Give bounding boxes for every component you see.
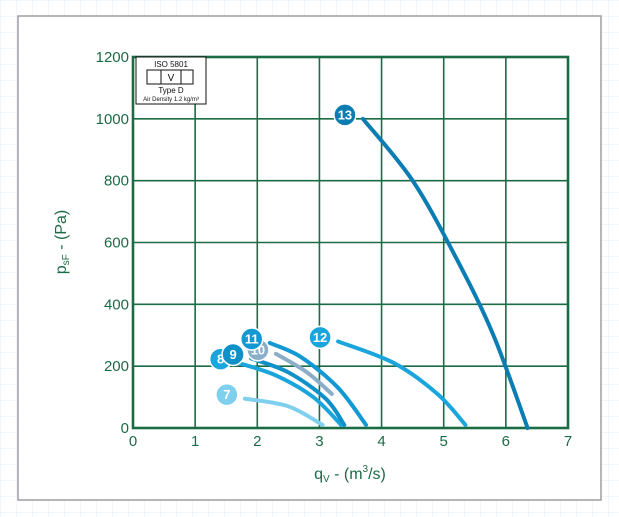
iso-standard-label: ISO 5801 (154, 60, 188, 69)
series-12-curve (336, 339, 468, 427)
plot-border (131, 55, 570, 430)
y-tick-label: 1200 (96, 49, 129, 66)
x-tick-label: 3 (315, 433, 323, 450)
x-tick-label: 1 (191, 433, 199, 450)
y-tick-label: 200 (104, 358, 129, 375)
series-8-curve (236, 361, 344, 427)
series-13-badge: 13 (333, 103, 357, 127)
y-tick-label: 1000 (96, 111, 129, 128)
iso-air-density-label: Air Density 1.2 kg/m³ (143, 97, 199, 103)
y-tick-label: 600 (104, 235, 129, 252)
series-13-label: 13 (338, 107, 352, 122)
y-tick-label: 400 (104, 296, 129, 313)
iso-installation-symbol (146, 69, 194, 85)
series-8-label: 8 (217, 352, 224, 367)
series-7-curve (242, 396, 325, 427)
x-tick-label: 6 (502, 433, 510, 450)
x-tick-label: 5 (440, 433, 448, 450)
series-11-curve (267, 340, 369, 427)
y-tick-label: 800 (104, 173, 129, 190)
x-tick-label: 2 (253, 433, 261, 450)
x-axis-title: qV - (m3/s) (314, 464, 386, 485)
series-11-badge: 11 (239, 327, 264, 351)
series-12-badge: 12 (308, 325, 332, 350)
iso-symbol-letter: V (168, 73, 175, 84)
grid-lines (131, 55, 570, 430)
series-13-curve (360, 116, 530, 430)
curves (236, 116, 530, 430)
x-tick-label: 7 (564, 433, 572, 450)
frame-border (17, 15, 602, 501)
iso-type-label: Type D (158, 86, 184, 95)
series-9-badge: 9 (221, 342, 245, 367)
y-tick-label: 0 (121, 420, 129, 437)
series-10-curve (273, 351, 334, 396)
series-12-label: 12 (313, 330, 327, 345)
series-7-label: 7 (223, 387, 230, 402)
x-tick-label: 0 (129, 433, 137, 450)
series-7-badge: 7 (215, 382, 239, 407)
iso-legend-box: ISO 5801 V Type D Air Density 1.2 kg/m³ (135, 56, 207, 105)
x-tick-label: 4 (377, 433, 385, 450)
series-9-curve (249, 356, 347, 427)
series-11-label: 11 (245, 331, 259, 346)
y-axis-title: psF - (Pa) (53, 210, 72, 274)
series-9-label: 9 (229, 347, 236, 362)
